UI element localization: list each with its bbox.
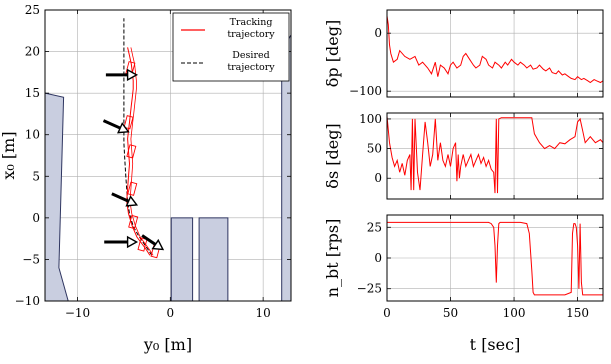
y-tick-label: 20 — [25, 45, 40, 59]
y-tick-label: −5 — [22, 252, 40, 266]
panel-1: −100 0 δp [deg] — [323, 9, 604, 98]
legend-label-desired-2: trajectory — [227, 62, 275, 73]
force-arrow-shaft — [111, 192, 130, 203]
tracking-trajectory-outline — [129, 47, 154, 256]
tracking-trajectory-line — [126, 47, 151, 256]
force-arrow-head — [117, 122, 130, 134]
plot-area — [387, 15, 603, 84]
legend-label-tracking-2: trajectory — [227, 29, 275, 40]
y-tick-label: 25 — [367, 220, 382, 234]
x-tick-label: 50 — [443, 306, 458, 320]
y-axis-label: x₀ [m] — [0, 131, 18, 179]
x-tick-label: 100 — [503, 306, 526, 320]
y-tick-label: 25 — [25, 3, 40, 17]
x-tick-label: 150 — [566, 306, 589, 320]
axes-frame — [386, 112, 604, 200]
panel-2: 0 50 100 δs [deg] — [323, 112, 604, 200]
y-tick-label: −10 — [15, 294, 40, 308]
obstacle-rect — [170, 217, 194, 301]
ship-marker — [128, 214, 139, 230]
plot-area — [387, 115, 603, 194]
series-line — [387, 221, 603, 296]
obstacle-rect — [198, 217, 229, 301]
force-arrow-shaft — [141, 234, 157, 246]
obstacle-polygon — [45, 92, 69, 301]
y-axis-label: δs [deg] — [323, 123, 342, 188]
y-tick-label: −100 — [349, 84, 382, 98]
legend-box — [172, 12, 290, 82]
panel-0: −10 0 10 −10 −5 0 5 10 15 20 25 x₀ [m] y₀ [m] Trackin… — [0, 3, 292, 354]
obstacle-polygon — [281, 33, 291, 301]
plot-area — [387, 221, 603, 296]
y-axis-label: n_bt [rps] — [323, 219, 342, 298]
force-arrow-head — [126, 235, 139, 249]
y-tick-label: 50 — [367, 142, 382, 156]
series-line — [387, 115, 603, 194]
force-arrow-shaft — [102, 119, 121, 130]
ship-marker — [126, 144, 137, 159]
y-tick-label: 10 — [25, 128, 40, 142]
y-tick-label: 15 — [25, 86, 40, 100]
y-tick-label: 100 — [359, 112, 382, 126]
ship-marker — [137, 237, 148, 252]
y-axis-label: δp [deg] — [323, 20, 342, 87]
force-arrow-head — [125, 195, 139, 207]
plot-area — [45, 18, 291, 301]
y-tick-label: 0 — [32, 211, 40, 225]
x-axis-label: t [sec] — [470, 335, 521, 354]
legend-label-tracking-1: Tracking — [230, 17, 273, 28]
y-tick-label: 5 — [32, 169, 40, 183]
ship-marker — [123, 115, 134, 130]
y-tick-label: 0 — [374, 171, 382, 185]
y-tick-label: 0 — [374, 251, 382, 265]
axes-frame — [386, 9, 604, 98]
legend-label-desired-1: Desired — [232, 50, 269, 61]
x-axis-label: y₀ [m] — [143, 335, 192, 354]
x-tick-label: 10 — [256, 306, 271, 320]
x-tick-label: −10 — [65, 306, 90, 320]
force-arrow-head — [126, 68, 139, 82]
ship-marker — [127, 181, 138, 196]
force-arrow-head — [151, 238, 165, 251]
y-tick-label: −25 — [357, 282, 382, 296]
x-tick-label: 0 — [167, 306, 175, 320]
axes-frame — [44, 9, 292, 302]
y-tick-label: 0 — [374, 26, 382, 40]
x-tick-label: 0 — [383, 306, 391, 320]
series-line — [387, 15, 603, 84]
